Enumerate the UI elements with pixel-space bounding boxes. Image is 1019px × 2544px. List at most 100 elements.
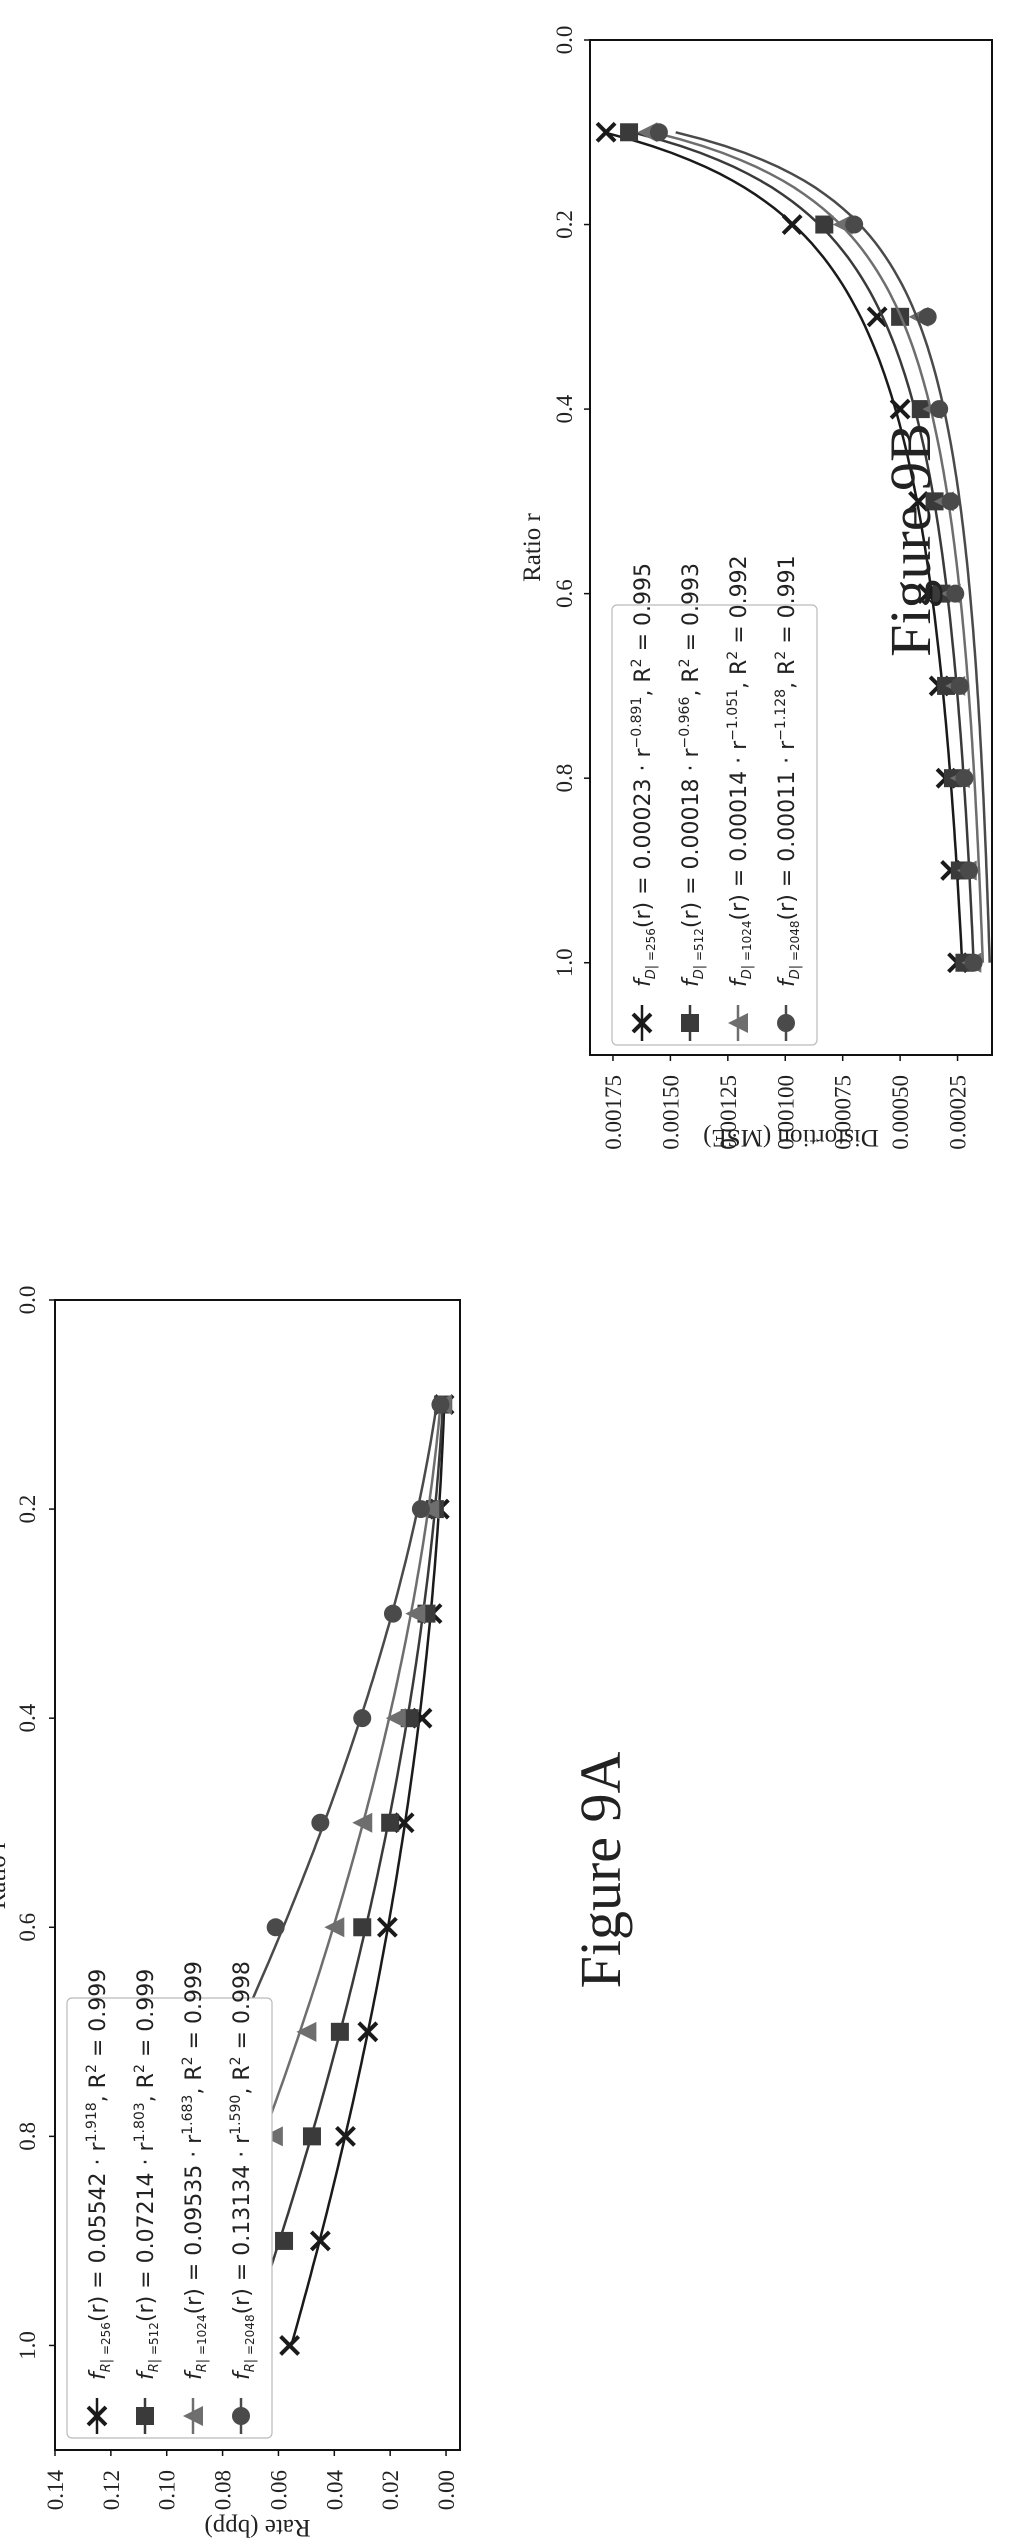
data-point [381, 1813, 400, 1832]
data-point [296, 2021, 317, 2042]
legend-label: fR| =2048(r) = 0.13134 · r1.590, R2 = 0.… [228, 1961, 258, 2380]
data-point [411, 1500, 430, 1519]
y-tick-label: 0.00025 [946, 1075, 971, 1150]
legend-marker [136, 2407, 154, 2425]
legend-marker [681, 1014, 699, 1032]
x-tick-label: 0.2 [552, 210, 577, 239]
data-point [950, 676, 969, 695]
data-point [383, 1604, 402, 1623]
data-point [431, 1395, 450, 1414]
data-point [649, 123, 668, 142]
y-tick-label: 0.06 [266, 2470, 291, 2510]
legend: fD| =256(r) = 0.00023 · r−0.891, R2 = 0.… [611, 555, 818, 1046]
data-point [815, 215, 834, 234]
data-point [352, 1812, 373, 1833]
legend-label: fD| =2048(r) = 0.00011 · r−1.128, R2 = 0… [773, 555, 803, 987]
y-tick-label: 0.00 [434, 2470, 459, 2510]
data-point [946, 584, 965, 603]
data-point [324, 1917, 345, 1938]
series-line-1 [243, 1404, 445, 2346]
x-tick-label: 1.0 [552, 948, 577, 977]
y-tick-label: 0.00100 [773, 1075, 798, 1150]
data-point [266, 1918, 285, 1937]
y-tick-label: 0.00125 [716, 1075, 741, 1150]
y-tick-label: 0.04 [322, 2470, 347, 2511]
x-tick-label: 0.2 [15, 1495, 40, 1524]
series-line-0 [289, 1404, 446, 2346]
data-point [930, 400, 949, 419]
data-point [385, 1708, 406, 1729]
legend-box [611, 604, 818, 1046]
legend-marker [631, 1012, 653, 1034]
plot-frame [54, 1299, 461, 2451]
data-point [781, 214, 803, 235]
y-tick-label: 0.00150 [658, 1075, 683, 1150]
data-point [908, 490, 929, 512]
y-tick-label: 0.02 [378, 2470, 403, 2510]
data-point [279, 2335, 301, 2356]
x-tick-label: 0.4 [552, 394, 577, 423]
data-point [889, 398, 911, 420]
y-axis-label: Rate (bpp) [204, 2514, 310, 2541]
data-point [620, 123, 639, 142]
data-point [311, 1813, 330, 1832]
x-tick-label: 0.0 [552, 26, 577, 55]
x-axis-label: Ratio r [0, 1840, 11, 1909]
data-point [262, 2126, 283, 2147]
series-line-1 [632, 131, 975, 963]
plot-frame [589, 39, 993, 1056]
x-tick-label: 1.0 [15, 2331, 40, 2360]
data-point [353, 1709, 372, 1728]
data-point [275, 2231, 294, 2250]
legend-marker [728, 1013, 748, 1033]
data-point [866, 306, 888, 328]
legend-label: fR| =256(r) = 0.05542 · r1.918, R2 = 0.9… [84, 1969, 114, 2380]
legend-label: fD| =1024(r) = 0.00014 · r−1.051, R2 = 0… [725, 555, 755, 987]
legend-marker [183, 2406, 203, 2426]
legend-label: fD| =256(r) = 0.00023 · r−0.891, R2 = 0.… [629, 563, 659, 987]
x-tick-label: 0.6 [15, 1913, 40, 1942]
data-point [376, 1916, 398, 1938]
x-tick-label: 0.4 [15, 1703, 40, 1732]
y-tick-label: 0.00075 [831, 1075, 856, 1150]
data-point [330, 2022, 349, 2041]
chart-9B: 0.0 0.2 0.4 0.6 0.8 1.0 0.00025 0.00050 0.00075 0… [519, 26, 993, 1151]
y-tick-label: 0.00050 [888, 1075, 913, 1150]
x-tick-label: 0.6 [552, 579, 577, 608]
y-tick-label: 0.10 [155, 2470, 180, 2510]
x-tick-label: 0.8 [552, 764, 577, 793]
legend-marker [232, 2407, 250, 2425]
chart-9A: 0.0 0.2 0.4 0.6 0.8 1.0 0.00 0.02 0.04 0.06 0.08 0.… [0, 1286, 633, 2541]
y-tick-label: 0.14 [43, 2470, 68, 2511]
x-axis-label: Ratio r [519, 512, 546, 581]
data-point [353, 1918, 372, 1937]
y-tick-label: 0.00175 [601, 1075, 626, 1150]
data-point [964, 953, 983, 972]
series-line-0 [603, 131, 964, 963]
data-point [911, 400, 930, 419]
legend-marker [777, 1014, 795, 1032]
legend-marker [86, 2405, 108, 2427]
legend-label: fR| =512(r) = 0.07214 · r1.803, R2 = 0.9… [132, 1969, 162, 2380]
data-point [357, 2021, 379, 2043]
figure-caption: Figure 9B [878, 423, 943, 657]
series-line-2 [652, 131, 985, 963]
data-point [309, 2230, 331, 2252]
series-line-3 [675, 131, 991, 963]
legend-label: fR| =1024(r) = 0.09535 · r1.683, R2 = 0.… [180, 1961, 210, 2380]
data-point [595, 121, 617, 143]
data-point [845, 215, 864, 234]
legend: fR| =256(r) = 0.05542 · r1.918, R2 = 0.9… [66, 1961, 273, 2439]
y-tick-label: 0.12 [99, 2470, 124, 2510]
data-point [941, 492, 960, 511]
data-point [405, 1603, 426, 1624]
legend-box [66, 1997, 273, 2439]
legend-label: fD| =512(r) = 0.00018 · r−0.966, R2 = 0.… [677, 563, 707, 987]
y-tick-label: 0.08 [211, 2470, 236, 2510]
data-point [335, 2125, 356, 2147]
x-tick-label: 0.0 [15, 1286, 40, 1315]
y-axis-label: Distortion (MSE) [703, 1124, 879, 1151]
data-point [302, 2127, 321, 2146]
data-point [960, 861, 979, 880]
x-tick-label: 0.8 [15, 2122, 40, 2151]
